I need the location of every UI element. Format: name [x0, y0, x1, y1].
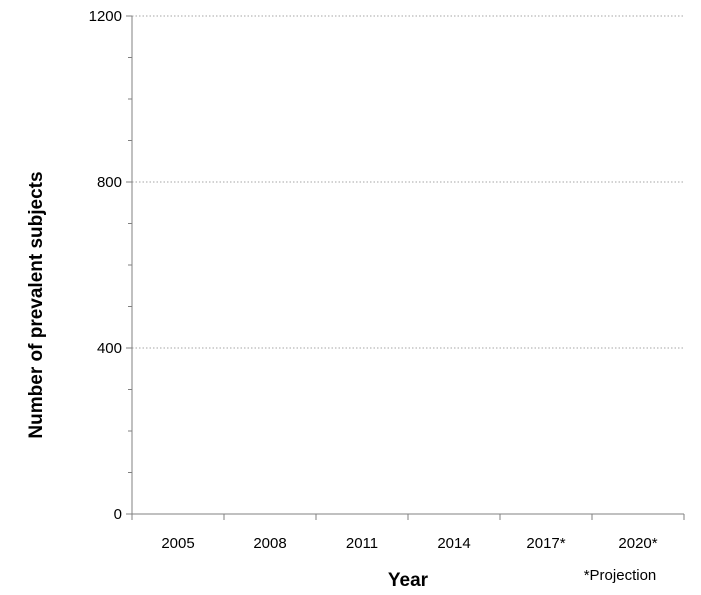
x-tick-label: 2020* [618, 535, 657, 552]
gridlines [132, 15, 684, 349]
y-tick-label: 400 [97, 340, 122, 357]
x-tick-label: 2011 [346, 535, 378, 552]
x-tick-label: 2017* [526, 535, 565, 552]
y-axis-ticks: 0 400 800 1200 [89, 8, 132, 523]
x-tick-label: 2008 [253, 535, 286, 552]
x-tick-label: 2014 [437, 535, 470, 552]
projection-note: *Projection [584, 567, 657, 584]
x-tick-label: 2005 [161, 535, 194, 552]
y-tick-label: 1200 [89, 8, 122, 25]
axes [131, 16, 684, 515]
x-axis-ticks: 2005 2008 2011 2014 2017* 2020* [131, 514, 685, 552]
y-tick-label: 0 [114, 506, 122, 523]
x-axis-title: Year [388, 570, 429, 591]
y-axis-title: Number of prevalent subjects [26, 171, 47, 438]
y-tick-label: 800 [97, 174, 122, 191]
